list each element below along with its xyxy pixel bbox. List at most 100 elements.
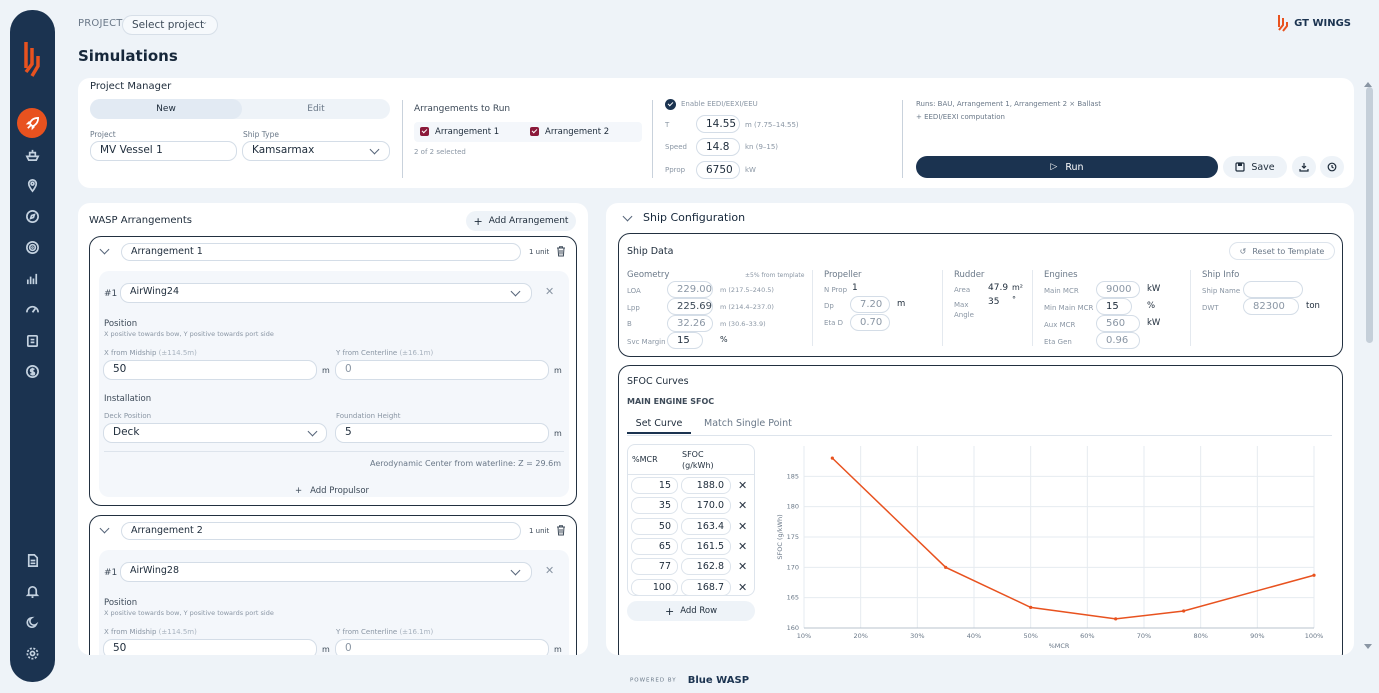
svc-margin-input[interactable]: 15 [667,332,703,349]
eedi-checkbox[interactable] [665,99,676,110]
add-propulsor-button[interactable]: + Add Propulsor [295,486,369,496]
dp-input[interactable]: 7.20 [850,296,890,313]
sfoc-title: SFOC Curves [627,376,689,387]
sfoc-cell[interactable]: 170.0 [681,497,731,515]
sfoc-cell[interactable]: 168.7 [681,578,731,596]
chevron-down-icon[interactable] [99,523,110,534]
sfoc-cell[interactable]: 162.8 [681,558,731,576]
b-label: B [627,320,632,328]
b-input[interactable]: 32.26 [667,315,713,332]
location-icon[interactable] [17,170,47,200]
dollar-icon[interactable] [17,356,47,386]
propulsor-select[interactable]: AirWing28 [120,562,532,582]
remove-row-icon[interactable]: ✕ [738,519,748,533]
divider [902,100,903,178]
propulsor-select[interactable]: AirWing24 [120,283,532,303]
y-from-centerline-label: Y from Centerline (±16.1m) [336,349,433,357]
dwt-input[interactable]: 82300 [1243,298,1299,315]
x-from-midship-input[interactable]: 50 [103,360,317,380]
foundation-height-input[interactable]: 5 [335,423,549,443]
aux-mcr-input[interactable]: 560 [1096,315,1140,332]
pprop-unit: kW [745,166,756,174]
remove-row-icon[interactable]: ✕ [738,560,748,574]
remove-row-icon[interactable]: ✕ [738,479,748,492]
arrangement-2-checkbox[interactable] [530,127,539,136]
chevron-down-icon[interactable] [622,211,633,222]
history-button[interactable] [1320,156,1344,178]
min-main-mcr-input[interactable]: 15 [1096,298,1132,315]
ship-icon[interactable] [17,139,47,169]
bar-chart-icon[interactable] [17,263,47,293]
tab-edit[interactable]: Edit [307,104,325,114]
tab-set-curve[interactable]: Set Curve [627,413,691,434]
scrollbar-thumb[interactable] [1366,87,1373,343]
scroll-down-icon[interactable] [1364,644,1372,649]
close-icon[interactable]: ✕ [545,285,555,298]
ship-type-select[interactable]: Kamsarmax [242,141,390,161]
loa-input[interactable]: 229.00 [667,281,713,298]
add-row-button[interactable]: + Add Row [627,601,755,621]
arrangement-name-input[interactable]: Arrangement 1 [121,243,521,261]
play-icon: ▷ [1050,162,1058,172]
reset-to-template-button[interactable]: ↺ Reset to Template [1229,242,1335,260]
mcr-cell[interactable]: 50 [631,517,678,535]
compass-icon[interactable] [17,201,47,231]
x-tick-label: 100% [1305,632,1324,640]
y-tick-label: 160 [787,624,799,632]
arrangement-1-checkbox[interactable] [420,127,429,136]
tab-match-single-point[interactable]: Match Single Point [704,418,792,429]
rocket-icon[interactable] [17,108,47,138]
mcr-cell[interactable]: 35 [631,497,678,515]
speed-input[interactable]: 14.8 [696,138,740,156]
project-name-input[interactable]: MV Vessel 1 [90,141,237,161]
aero-center-text: Aerodynamic Center from waterline: Z = 2… [370,459,561,468]
chevron-down-icon[interactable] [99,244,110,255]
mcr-cell[interactable]: 100 [631,578,678,596]
mcr-cell[interactable]: 65 [631,537,678,555]
moon-icon[interactable] [17,607,47,637]
project-select-value: Select project [132,19,205,31]
x-from-midship-input[interactable]: 50 [103,639,317,655]
deck-position-select[interactable]: Deck [103,423,327,443]
gear-icon[interactable] [17,638,47,668]
trash-icon[interactable] [556,525,566,536]
mcr-cell[interactable]: 15 [631,477,678,494]
y-from-centerline-input[interactable]: 0 [335,360,549,380]
scroll-up-icon[interactable] [1364,82,1372,87]
y-from-centerline-input[interactable]: 0 [335,639,549,655]
project-select[interactable]: Select project ⌄ [122,15,218,35]
rudder-area-label: Area [954,286,971,294]
eta-d-input[interactable]: 0.70 [850,314,890,331]
clipboard-icon[interactable] [17,325,47,355]
save-button[interactable]: Save [1223,156,1287,178]
gauge-icon[interactable] [17,294,47,324]
col-sfoc-header-1: SFOC [682,450,704,459]
add-arrangement-button[interactable]: + Add Arrangement [466,211,576,231]
divider [104,451,564,452]
eta-gen-input[interactable]: 0.96 [1096,332,1140,349]
remove-row-icon[interactable]: ✕ [738,580,748,594]
download-button[interactable] [1292,156,1316,178]
ship-name-input[interactable] [1243,281,1303,298]
t-input[interactable]: 14.55 [696,115,740,133]
sfoc-cell[interactable]: 163.4 [681,517,731,535]
propeller-title: Propeller [824,270,862,280]
arrangement-name-input[interactable]: Arrangement 2 [121,522,521,540]
document-icon[interactable] [17,545,47,575]
tab-new[interactable]: New [90,99,242,119]
chevron-down-icon [510,565,521,576]
lpp-input[interactable]: 225.69 [667,298,713,315]
target-icon[interactable] [17,232,47,262]
max-angle-value: 35 [988,297,1000,307]
remove-row-icon[interactable]: ✕ [738,539,748,553]
pprop-input[interactable]: 6750 [696,161,740,179]
close-icon[interactable]: ✕ [545,564,555,577]
bell-icon[interactable] [17,576,47,606]
sfoc-cell[interactable]: 161.5 [681,537,731,555]
mcr-cell[interactable]: 77 [631,558,678,576]
remove-row-icon[interactable]: ✕ [738,499,748,513]
main-mcr-input[interactable]: 9000 [1096,281,1140,298]
run-button[interactable]: ▷ Run [916,156,1218,178]
trash-icon[interactable] [556,246,566,257]
sfoc-cell[interactable]: 188.0 [681,477,731,494]
